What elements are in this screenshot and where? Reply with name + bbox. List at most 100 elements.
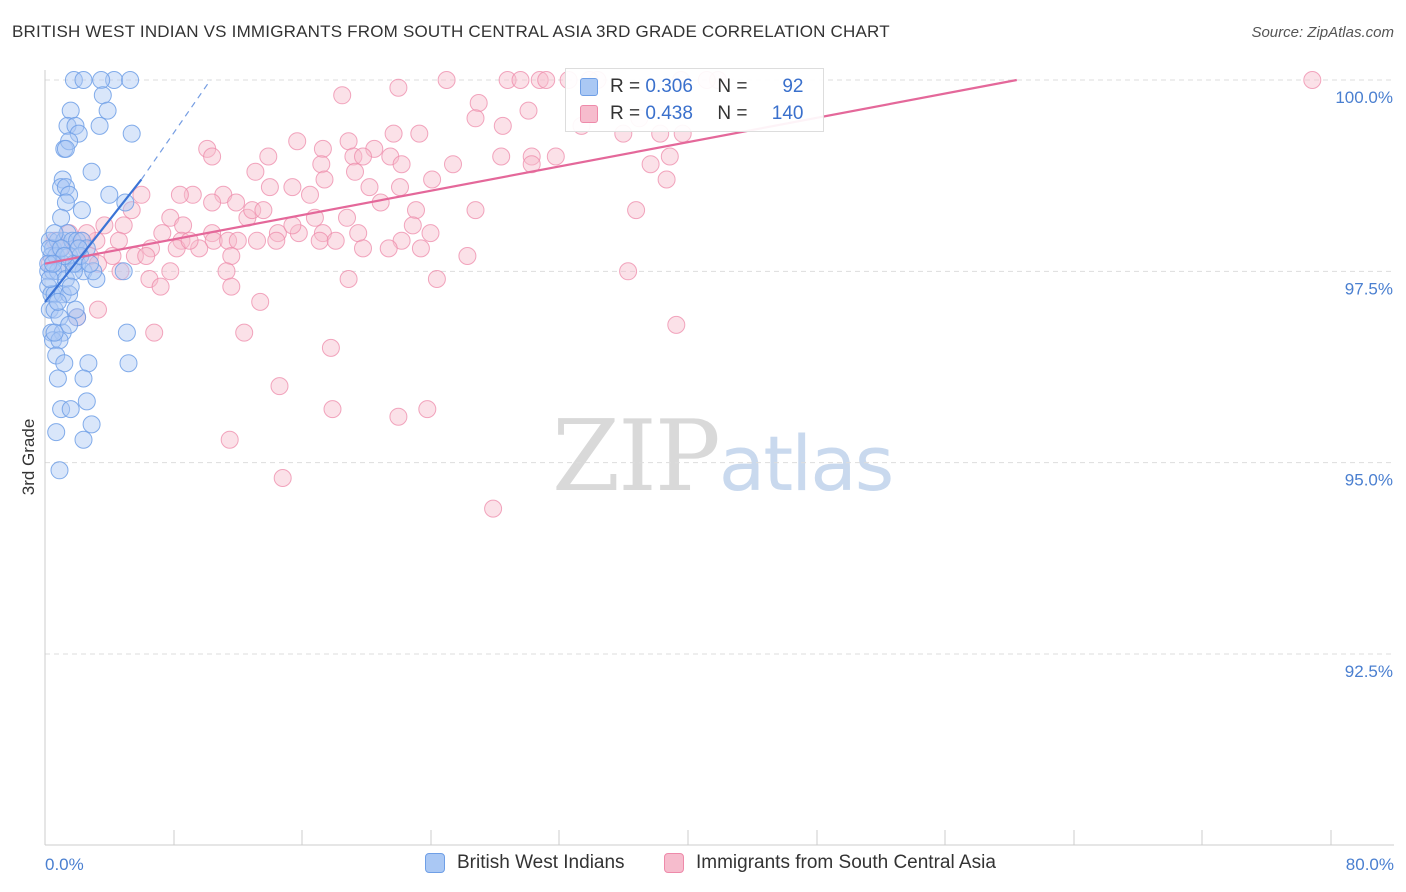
pink-point bbox=[411, 239, 430, 258]
pink-point bbox=[203, 147, 222, 166]
r-label: R = bbox=[610, 76, 641, 97]
blue-point bbox=[69, 124, 88, 143]
blue-point bbox=[61, 101, 80, 120]
pink-point bbox=[519, 101, 538, 120]
pink-point bbox=[151, 277, 170, 296]
pink-point bbox=[227, 193, 246, 212]
pink-point bbox=[522, 147, 541, 166]
x-tick-label-min: 0.0% bbox=[45, 855, 84, 874]
pink-point bbox=[315, 170, 334, 189]
blue-point bbox=[56, 193, 75, 212]
blue-point bbox=[81, 254, 99, 273]
pink-point bbox=[260, 178, 279, 197]
pink-point bbox=[493, 116, 512, 135]
blue-point bbox=[77, 392, 96, 411]
n-label: N = bbox=[717, 103, 748, 124]
pink-point bbox=[427, 270, 446, 288]
blue-point bbox=[60, 315, 79, 334]
stats-legend-row-blue: R = 0.306 N = 92 bbox=[580, 74, 804, 100]
n-value: 140 bbox=[771, 103, 804, 124]
pink-point bbox=[421, 224, 440, 243]
pink-point bbox=[174, 216, 193, 235]
pink-point bbox=[203, 193, 222, 212]
pink-point bbox=[537, 71, 556, 89]
blue-point bbox=[40, 270, 59, 288]
pink-point bbox=[619, 262, 638, 281]
x-tick-label-max: 80.0% bbox=[1346, 855, 1394, 874]
blue-point bbox=[82, 415, 101, 434]
y-tick-label: 95.0% bbox=[1345, 471, 1393, 490]
blue-point bbox=[52, 208, 71, 227]
pink-point bbox=[235, 323, 254, 342]
pink-point bbox=[132, 185, 151, 204]
pink-point bbox=[339, 270, 358, 288]
pink-point bbox=[641, 155, 660, 174]
pink-point bbox=[384, 124, 403, 143]
pink-point bbox=[313, 139, 332, 158]
pink-point bbox=[530, 71, 549, 89]
watermark: ZIPatlas bbox=[552, 400, 894, 514]
pink-point bbox=[109, 231, 128, 250]
pink-point bbox=[339, 132, 358, 151]
series-blue-points bbox=[39, 71, 141, 480]
source-label: Source: ZipAtlas.com bbox=[1251, 24, 1394, 41]
blue-point bbox=[100, 185, 119, 204]
watermark-zip: ZIP bbox=[552, 400, 721, 514]
pink-point bbox=[546, 147, 565, 166]
blue-point bbox=[50, 461, 69, 480]
blue-swatch-icon bbox=[580, 78, 598, 96]
blue-point bbox=[119, 354, 138, 373]
blue-point bbox=[92, 71, 111, 89]
r-value: 0.306 bbox=[645, 76, 693, 97]
pink-point bbox=[321, 338, 340, 357]
pink-point bbox=[170, 185, 189, 204]
pink-point bbox=[267, 231, 286, 250]
pink-point bbox=[338, 208, 356, 227]
x-tick-marks bbox=[44, 830, 1332, 845]
legend-item-south-central-asia[interactable]: Immigrants from South Central Asia bbox=[664, 852, 996, 874]
pink-point bbox=[288, 132, 307, 151]
blue-point bbox=[52, 400, 71, 419]
pink-point bbox=[403, 216, 422, 235]
legend-item-british-west-indians[interactable]: British West Indians bbox=[425, 852, 625, 874]
blue-point bbox=[45, 323, 64, 342]
pink-point bbox=[145, 323, 164, 342]
blue-point bbox=[68, 231, 87, 250]
blue-point bbox=[66, 300, 85, 319]
axes bbox=[44, 70, 1394, 846]
pink-point bbox=[492, 147, 511, 166]
pink-point bbox=[466, 201, 485, 220]
r-label: R = bbox=[610, 103, 641, 124]
blue-point bbox=[74, 430, 93, 449]
pink-point bbox=[122, 201, 141, 220]
pink-point bbox=[222, 277, 241, 296]
blue-point bbox=[72, 201, 91, 220]
pink-point bbox=[219, 231, 238, 250]
pink-point bbox=[344, 147, 363, 166]
blue-point bbox=[90, 116, 109, 135]
pink-point bbox=[498, 71, 517, 89]
chart-title: BRITISH WEST INDIAN VS IMMIGRANTS FROM S… bbox=[12, 22, 890, 41]
n-label: N = bbox=[717, 76, 748, 97]
pink-point bbox=[153, 224, 172, 243]
stats-legend: R = 0.306 N = 92 R = 0.438 N = 140 bbox=[565, 68, 824, 132]
pink-point bbox=[379, 239, 398, 258]
pink-point bbox=[89, 300, 107, 319]
y-tick-labels: 92.5% 95.0% 97.5% 100.0% bbox=[1335, 88, 1393, 681]
pink-point bbox=[183, 185, 202, 204]
blue-point bbox=[121, 71, 140, 89]
pink-point bbox=[458, 247, 477, 265]
blue-point bbox=[98, 101, 117, 120]
pink-point bbox=[323, 400, 342, 419]
pink-point bbox=[444, 155, 462, 174]
trend-lines bbox=[44, 78, 1017, 303]
pink-swatch-icon bbox=[580, 105, 598, 123]
pink-point bbox=[220, 430, 239, 449]
blue-point bbox=[44, 254, 62, 273]
pink-point bbox=[248, 231, 266, 250]
pink-point bbox=[423, 170, 442, 189]
blue-point bbox=[64, 262, 83, 281]
pink-point bbox=[254, 201, 273, 220]
blue-point bbox=[64, 71, 83, 89]
blue-point bbox=[55, 354, 74, 373]
